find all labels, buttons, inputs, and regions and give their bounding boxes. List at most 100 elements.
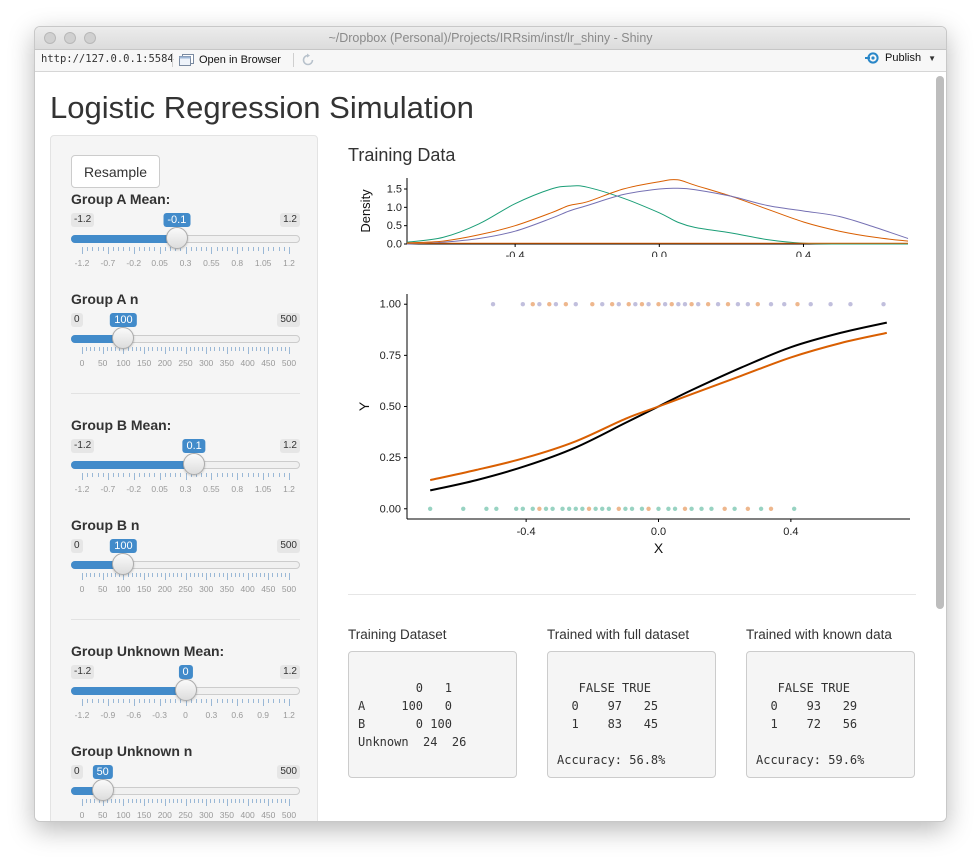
output-line: B 0 100 [358,717,452,731]
slider-fill [71,235,177,243]
slider-tick-label: 400 [240,810,255,820]
zoom-window-button[interactable] [84,32,96,44]
slider-tick-label: 500 [281,358,297,368]
slider-tick [193,799,195,803]
slider-handle[interactable] [183,453,206,475]
group-b-n-slider[interactable]: 0 500 100 0 50 100 150 200 250 300 350 400 450 500 [71,539,300,594]
slider-tick [263,699,265,706]
slider-tick [86,799,88,803]
y-axis-title: Y [356,401,372,411]
slider-tick [235,573,237,577]
slider-tick-label: 0.55 [203,258,220,268]
slider-tick-label: 50 [97,584,108,594]
data-point [560,506,565,511]
slider-value-badge: 50 [92,765,113,779]
data-point [609,302,615,307]
output-line: 0 97 25 [557,699,659,713]
data-point [639,302,645,307]
output-line [557,733,706,751]
slider-tick [160,573,162,577]
slider-tick [239,799,241,803]
data-point [520,302,526,307]
slider-tick [175,699,177,703]
sidebar-divider [71,393,300,394]
slider-tick [131,347,133,351]
slider-tick [82,247,83,254]
slider-tick [164,573,166,580]
slider-tick [197,799,199,803]
slider-tick [193,573,195,577]
slider-tick [247,799,249,806]
slider-tick-label: 400 [240,584,255,594]
output-line: Unknown 24 26 [358,735,467,749]
slider-tick [260,347,262,351]
slider-tick [221,473,223,477]
slider-tick [102,247,104,251]
open-in-browser-button[interactable]: Open in Browser [179,52,281,68]
y-tick-label: 1.0 [387,202,402,214]
slider-tick [149,473,151,477]
data-point [646,506,651,511]
data-point [745,506,751,511]
slider-tick-label: -0.9 [100,710,116,720]
slider-tick [221,247,223,251]
slider-tick [119,573,121,577]
close-window-button[interactable] [44,32,56,44]
slider-tick-label: 1.05 [254,484,272,494]
section-divider [348,594,916,595]
slider-tick [197,347,199,351]
slider-tick [206,699,208,703]
group-unknown-mean-label: Group Unknown Mean: [71,643,225,659]
output-line: Accuracy: 59.6% [756,753,865,767]
vertical-scrollbar[interactable] [936,76,944,609]
slider-tick-label: 0.05 [151,258,168,268]
data-point [709,506,714,511]
data-point [514,506,519,511]
slider-tick [180,699,182,703]
title-bar: ~/Dropbox (Personal)/Projects/IRRsim/ins… [35,27,946,50]
slider-tick [144,799,146,806]
slider-tick [185,699,187,706]
slider-tick [283,699,285,703]
slider-tick [106,799,108,803]
slider-tick-label: 450 [261,584,276,594]
data-point [755,302,760,307]
slider-tick-label: 0.3 [179,258,192,268]
resample-button[interactable]: Resample [71,155,160,188]
slider-tick [177,799,179,803]
publish-button[interactable]: Publish ▼ [865,52,936,64]
data-point [722,506,727,511]
data-point [629,506,635,511]
slider-tick [222,573,224,577]
slider-handle[interactable] [174,679,197,701]
slider-tick [272,799,274,803]
slider-tick [252,699,254,703]
group-b-mean-slider[interactable]: -1.2 1.2 0.1 -1.2 -0.7 -0.2 0.05 0.3 0.55 0.8 1.05… [71,439,300,494]
slider-tick-label: 0 [79,810,85,820]
slider-fill [71,461,195,469]
slider-tick [133,473,135,480]
group-a-mean-slider[interactable]: -1.2 1.2 -0.1 -1.2 -0.7 -0.2 0.05 0.3 0.55 0.8 1.0… [71,213,300,268]
slider-handle[interactable] [112,553,135,575]
slider-handle[interactable] [112,327,135,349]
slider-handle[interactable] [91,779,114,801]
group-unknown-n-slider[interactable]: 0 500 50 0 50 100 150 200 250 300 350 400 450 500 [71,765,300,820]
data-point [745,302,751,307]
slider-tick-label: 500 [281,584,297,594]
data-point [768,506,774,511]
slider-tick [257,473,259,477]
slider-handle[interactable] [165,227,188,249]
refresh-icon[interactable] [301,53,315,67]
slider-tick [107,699,109,706]
url-text[interactable]: http://127.0.0.1:5584 [41,53,174,65]
slider-tick [118,473,120,477]
data-point [553,302,559,307]
slider-tick [148,799,150,803]
slider-tick [127,347,129,351]
slider-tick [118,699,120,703]
slider-tick-label: 200 [157,810,172,820]
group-a-n-slider[interactable]: 0 500 100 0 50 100 150 200 250 300 350 400 450 500 [71,313,300,368]
minimize-window-button[interactable] [64,32,76,44]
group-unknown-mean-slider[interactable]: -1.2 1.2 0 -1.2 -0.9 -0.6 -0.3 0 0.3 0.6 0.9 1.2 [71,665,300,720]
slider-tick [201,473,203,477]
